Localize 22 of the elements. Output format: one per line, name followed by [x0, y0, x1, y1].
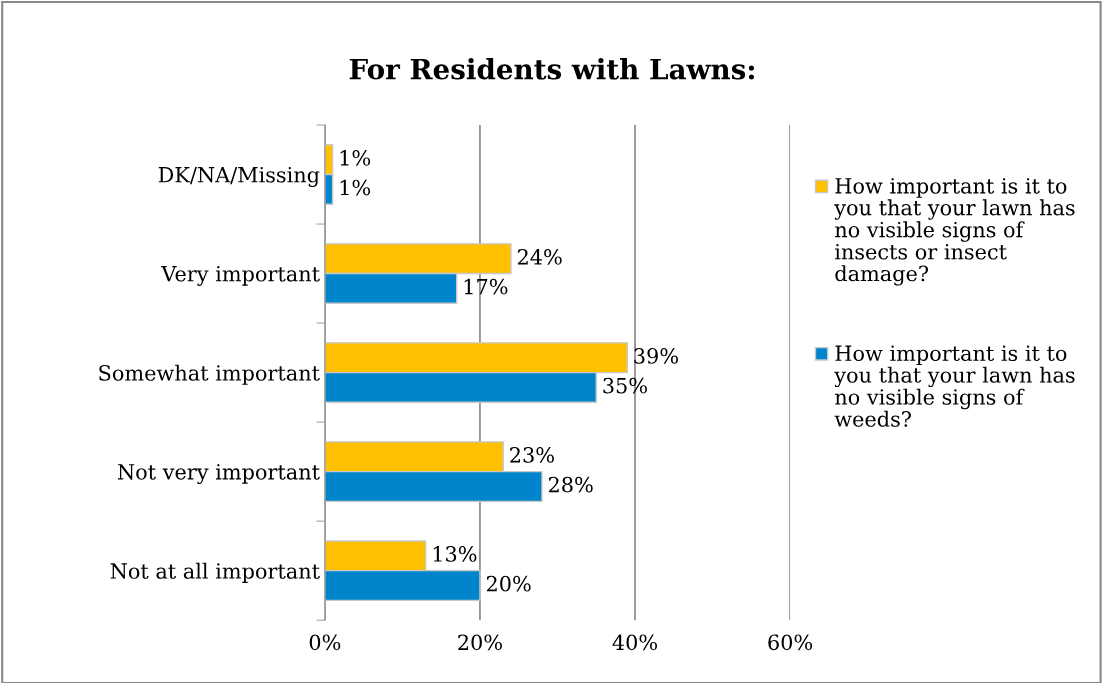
data-label: 35% [603, 377, 647, 394]
data-label: 1% [340, 179, 371, 196]
y-tick-label: Not very important [117, 464, 320, 485]
x-tick-label: 0% [309, 634, 341, 651]
y-tick-label: DK/NA/Missing [158, 166, 320, 187]
data-label: 17% [464, 278, 508, 295]
data-label: 24% [517, 248, 562, 265]
legend-label: How important is it to you that your lawn has no visible signs of weeds? [834, 345, 1075, 427]
legend-label: How important is it to you that your lawn has no visible signs of insects or insect damage? [834, 178, 1075, 286]
y-tick-label: Somewhat important [99, 364, 320, 385]
x-tick-label: 40% [612, 634, 658, 651]
data-label: 39% [634, 348, 678, 364]
chart-title: For Residents with Lawns: [349, 58, 754, 80]
data-label: 20% [486, 575, 531, 592]
x-tick-label: 60% [768, 634, 813, 651]
data-label: 1% [340, 149, 371, 166]
data-label: 13% [433, 546, 477, 562]
y-tick-label: Very important [161, 265, 320, 286]
data-label: 23% [510, 447, 554, 463]
x-tick-label: 20% [458, 634, 502, 651]
data-label: 28% [548, 476, 593, 493]
y-tick-label: Not at all important [110, 562, 320, 583]
